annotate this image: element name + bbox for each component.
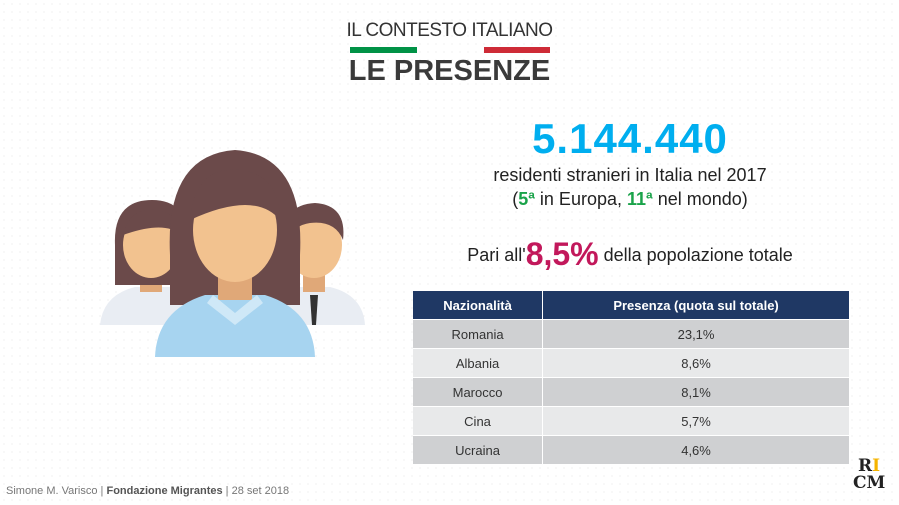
rank-world-label: nel mondo) — [652, 189, 748, 209]
table-row: Marocco 8,1% — [413, 377, 850, 407]
population-share: Pari all'8,5% della popolazione totale — [430, 236, 830, 273]
page-title: LE PRESENZE — [348, 55, 551, 87]
separator: | — [222, 485, 232, 497]
rank-europe-label: in Europa, — [534, 189, 627, 209]
total-residents-value: 5.144.440 — [532, 115, 728, 162]
country-cell: Albania — [413, 348, 544, 378]
footer-org: Fondazione Migrantes — [106, 485, 223, 497]
flag-bar-green — [350, 47, 417, 53]
share-cell: 8,1% — [542, 377, 850, 407]
paren: ( — [512, 189, 519, 209]
footer: Simone M. Varisco | Fondazione Migrantes… — [6, 485, 289, 497]
share-cell: 23,1% — [542, 319, 850, 349]
table-row: Cina 5,7% — [413, 406, 850, 436]
table-row: Ucraina 4,6% — [413, 435, 850, 464]
share-value: 8,5% — [525, 236, 599, 272]
country-cell: Marocco — [413, 377, 544, 407]
section-subtitle: IL CONTESTO ITALIANO — [346, 20, 553, 41]
share-cell: 8,6% — [542, 348, 850, 378]
person-front-icon — [155, 150, 315, 357]
residents-description: residenti stranieri in Italia nel 2017 — [493, 165, 767, 185]
footer-author: Simone M. Varisco — [6, 485, 98, 497]
country-cell: Cina — [413, 406, 544, 436]
footer-date: 28 set 2018 — [231, 485, 290, 497]
column-header-nationality: Nazionalità — [413, 291, 544, 320]
separator: | — [97, 485, 107, 497]
column-header-share: Presenza (quota sul totale) — [542, 291, 850, 320]
rank-world: 11ª — [626, 189, 653, 209]
share-prefix: Pari all' — [467, 245, 526, 265]
share-suffix: della popolazione totale — [598, 245, 793, 265]
country-cell: Ucraina — [413, 435, 544, 464]
nationality-table: Nazionalità Presenza (quota sul totale) … — [413, 291, 850, 464]
ranking-text: (5ª in Europa, 11ª nel mondo) — [430, 189, 830, 210]
country-cell: Romania — [413, 319, 544, 349]
people-illustration — [100, 150, 365, 357]
table-row: Albania 8,6% — [413, 348, 850, 378]
rank-europe: 5ª — [518, 189, 535, 209]
ricm-logo: RI CM — [853, 456, 886, 493]
share-cell: 4,6% — [542, 435, 850, 464]
share-cell: 5,7% — [542, 406, 850, 436]
flag-bar-red — [484, 47, 550, 53]
table-row: Romania 23,1% — [413, 319, 850, 349]
